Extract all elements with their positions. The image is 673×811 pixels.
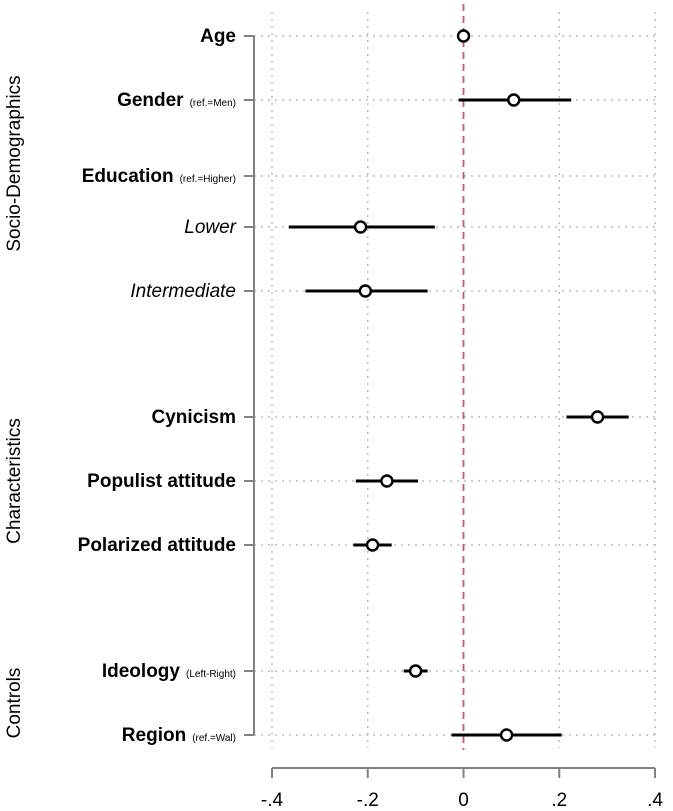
group-label: Socio-Demographics <box>4 75 25 251</box>
point-estimate-intermediate <box>358 284 373 298</box>
marks-layer <box>288 29 629 742</box>
row-label: Cynicism <box>152 407 236 428</box>
point-estimate-cynicism <box>590 410 605 424</box>
row-label-text: Populist attitude <box>87 471 236 492</box>
row-label: Intermediate <box>130 281 236 302</box>
row-label: Populist attitude <box>87 471 236 492</box>
group-label: Controls <box>4 668 25 739</box>
row-label-text: Intermediate <box>130 281 236 302</box>
row-label-text: Gender <box>117 90 184 111</box>
point-estimate-polarized <box>365 538 380 552</box>
row-label-text: Age <box>200 26 236 47</box>
grid-layer <box>254 12 656 748</box>
point-estimate-lower <box>353 220 368 234</box>
row-label: Region (ref.=Wal) <box>122 725 236 746</box>
group-labels: Socio-Demographics Characteristics Control… <box>4 75 25 738</box>
row-label: Education (ref.=Higher) <box>82 166 236 187</box>
point-estimate-age <box>456 29 471 43</box>
x-tick-label: -.2 <box>357 790 379 811</box>
point-estimate-region <box>499 728 514 742</box>
x-tick-label: .2 <box>551 790 567 811</box>
row-label: Lower <box>184 217 236 238</box>
row-label: Ideology (Left-Right) <box>102 661 236 682</box>
x-tick-labels: -.4 -.2 0 .2 .4 <box>261 790 663 811</box>
row-label-text: Education <box>82 166 174 187</box>
point-estimate-populist <box>380 474 394 488</box>
row-label-text: Region <box>122 725 186 746</box>
row-label-text: Cynicism <box>152 407 236 428</box>
x-tick-label: .4 <box>647 790 663 811</box>
point-estimate-ideology <box>408 664 423 678</box>
row-labels: Age Gender (ref.=Men) Education (ref.=Higher… <box>78 26 237 746</box>
row-label-note: (ref.=Wal) <box>192 733 236 744</box>
row-label: Age <box>200 26 236 47</box>
x-tick-label: -.4 <box>261 790 284 811</box>
axis-layer <box>244 4 656 778</box>
row-label-note: (ref.=Higher) <box>180 174 236 185</box>
group-label: Characteristics <box>4 418 25 544</box>
row-label-note: (Left-Right) <box>186 669 236 680</box>
row-label: Gender (ref.=Men) <box>117 90 236 111</box>
row-label-text: Lower <box>184 217 236 238</box>
row-label-text: Ideology <box>102 661 181 682</box>
x-tick-label: 0 <box>458 790 469 811</box>
row-label: Polarized attitude <box>78 535 236 556</box>
point-estimate-gender <box>507 93 521 107</box>
row-label-note: (ref.=Men) <box>190 98 236 109</box>
row-label-text: Polarized attitude <box>78 535 236 556</box>
